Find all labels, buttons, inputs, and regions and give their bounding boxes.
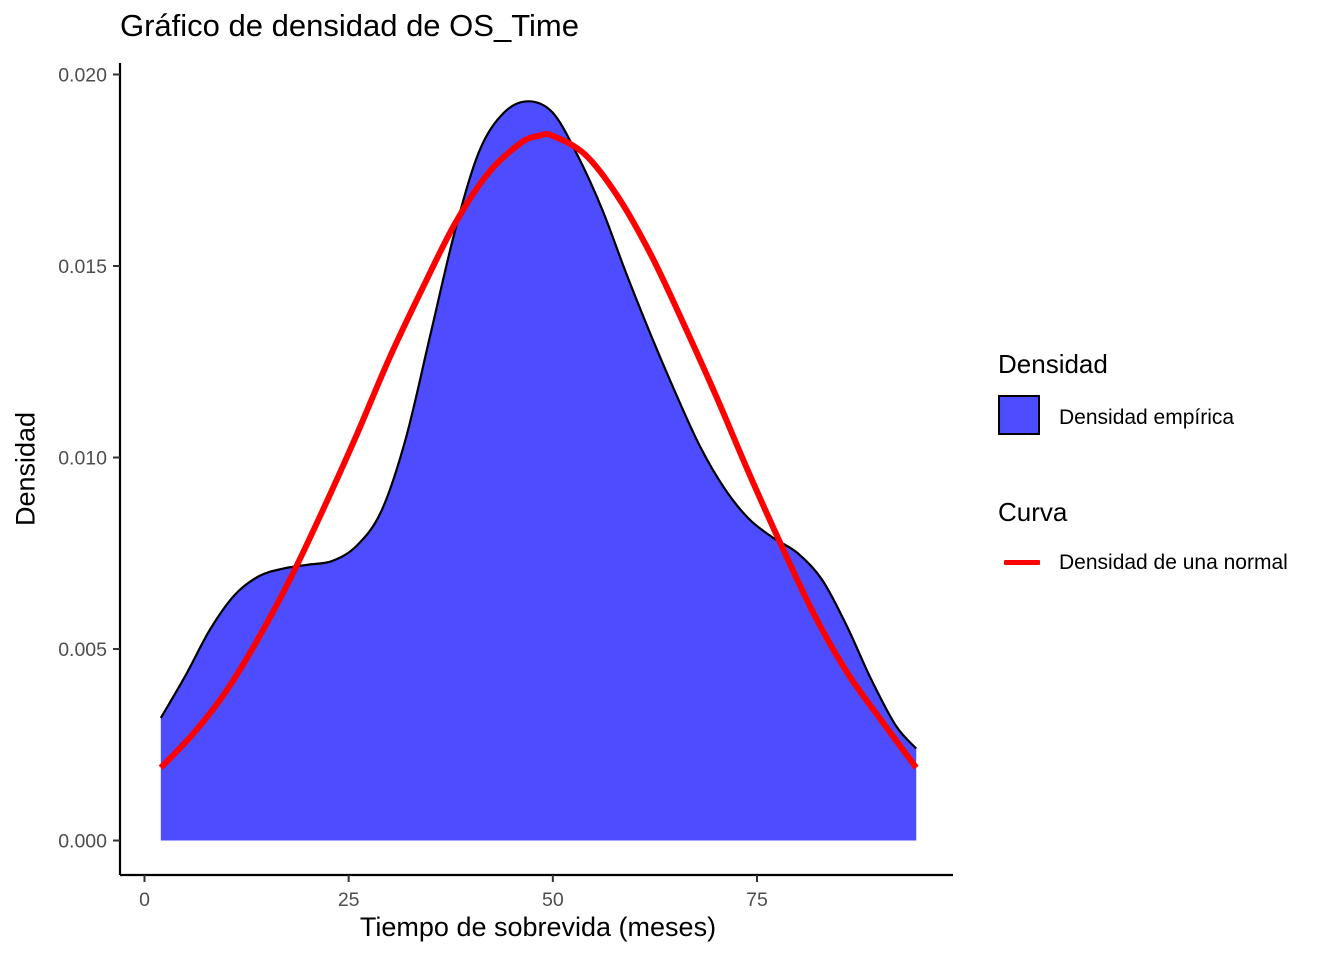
x-tick-label: 0 (139, 889, 150, 911)
chart-title: Gráfico de densidad de OS_Time (120, 8, 579, 43)
normal-density-line (158, 131, 919, 770)
x-tick-label: 50 (542, 889, 564, 911)
y-tick-label: 0.000 (58, 831, 107, 853)
legend-key-fill (998, 395, 1040, 435)
legend-title-line: Curva (998, 497, 1068, 527)
legend-title-fill: Densidad (998, 349, 1108, 379)
density-area-outline (159, 100, 918, 750)
legend-label-fill: Densidad empírica (1059, 406, 1235, 429)
y-tick-label: 0.015 (58, 256, 107, 278)
legend-key-line (1004, 560, 1040, 565)
legend-label-line: Densidad de una normal (1059, 551, 1288, 574)
legend-fill-swatch (1000, 397, 1038, 433)
density-area-fill (160, 101, 917, 841)
y-tick-label: 0.005 (58, 639, 107, 661)
y-tick-label: 0.010 (58, 448, 107, 470)
y-axis-title: Densidad (10, 411, 41, 527)
x-tick-label: 75 (746, 889, 768, 911)
x-axis-title: Tiempo de sobrevida (meses) (359, 912, 717, 942)
x-tick-label: 25 (338, 889, 360, 911)
y-tick-label: 0.020 (58, 64, 107, 86)
